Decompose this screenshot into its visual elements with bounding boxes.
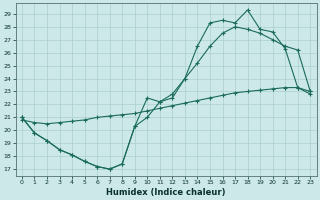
X-axis label: Humidex (Indice chaleur): Humidex (Indice chaleur) (106, 188, 226, 197)
